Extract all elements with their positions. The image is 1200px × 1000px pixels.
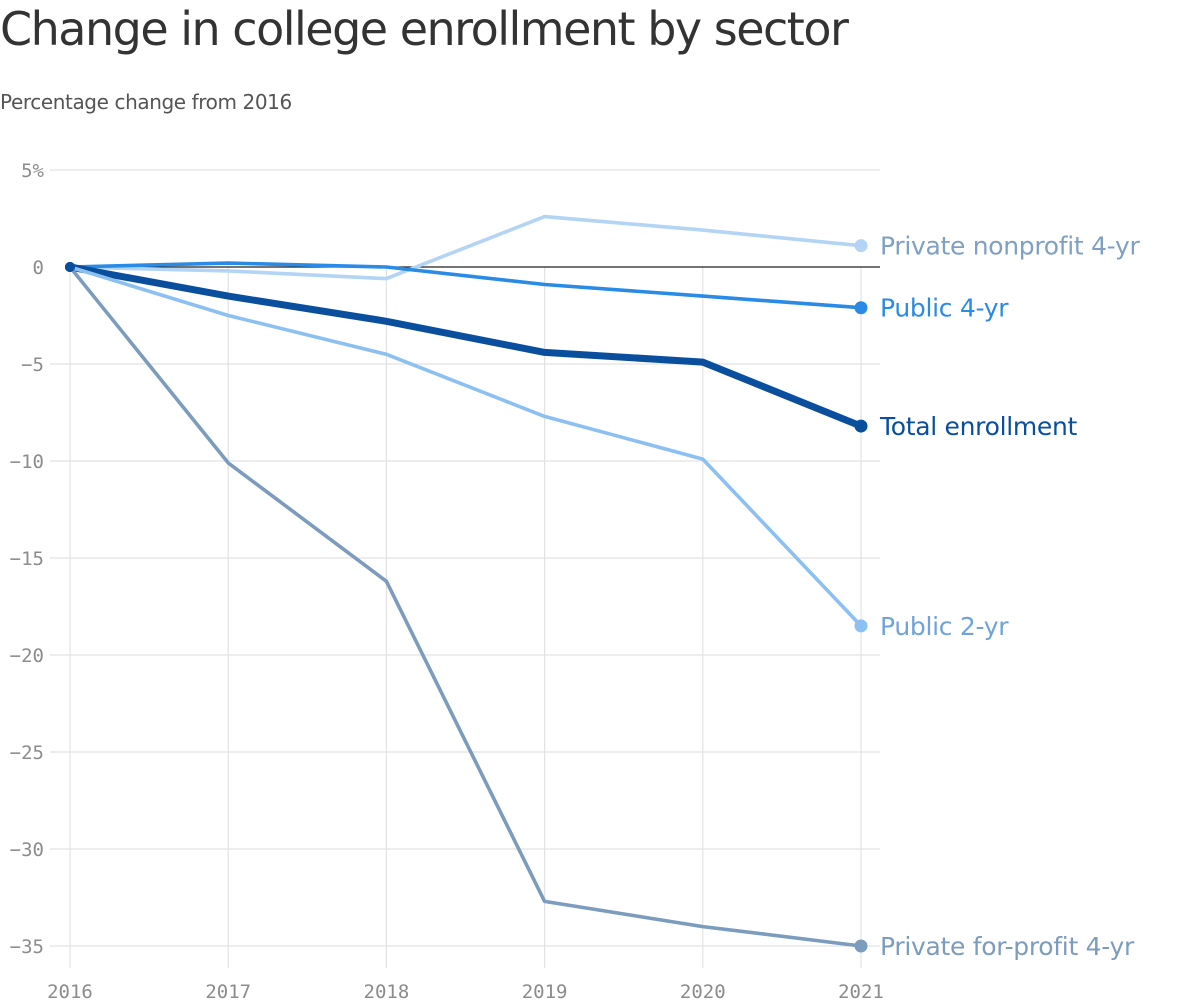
series-start-point: [65, 262, 75, 272]
series-line: [68, 214, 863, 281]
series-label: Private for-profit 4-yr: [880, 932, 1135, 961]
series-label: Total enrollment: [879, 412, 1078, 441]
x-tick-label: 2018: [364, 981, 410, 1000]
axis-labels: 5% 0 −5 −10 −15 −20 −25 −30 −35 2016 2017 2018 2019 2…: [10, 160, 884, 1000]
series-end-point: [854, 619, 868, 633]
y-tick-label: 0: [33, 257, 44, 279]
series-label: Public 4-yr: [880, 294, 1009, 323]
series-line: [66, 263, 865, 430]
series-end-point: [854, 301, 868, 315]
y-tick-label: −20: [10, 645, 44, 667]
y-tick-label: 5%: [21, 160, 44, 182]
series-line: [68, 265, 863, 628]
series-labels: Private nonprofit 4-yr Public 4-yr Total e…: [879, 232, 1141, 961]
y-tick-label: −5: [21, 354, 44, 376]
y-tick-label: −25: [10, 742, 44, 764]
series-label: Private nonprofit 4-yr: [880, 232, 1140, 261]
y-tick-label: −30: [10, 839, 44, 861]
x-tick-label: 2016: [47, 981, 93, 1000]
y-tick-label: −35: [10, 936, 44, 958]
x-tick-label: 2021: [838, 981, 884, 1000]
x-tick-label: 2017: [205, 981, 251, 1000]
series-lines: [65, 214, 868, 953]
x-tick-label: 2019: [522, 981, 568, 1000]
chart-subtitle: Percentage change from 2016: [0, 90, 292, 114]
series-end-point: [854, 939, 868, 953]
x-tick-label: 2020: [680, 981, 726, 1000]
series-end-point: [854, 419, 868, 433]
series-end-point: [854, 239, 868, 253]
series-label: Public 2-yr: [880, 612, 1009, 641]
gridlines: [50, 169, 880, 968]
series-line: [68, 265, 863, 948]
y-tick-label: −15: [10, 548, 44, 570]
series-line: [68, 261, 863, 310]
y-tick-label: −10: [10, 451, 44, 473]
chart-title: Change in college enrollment by sector: [0, 2, 849, 56]
